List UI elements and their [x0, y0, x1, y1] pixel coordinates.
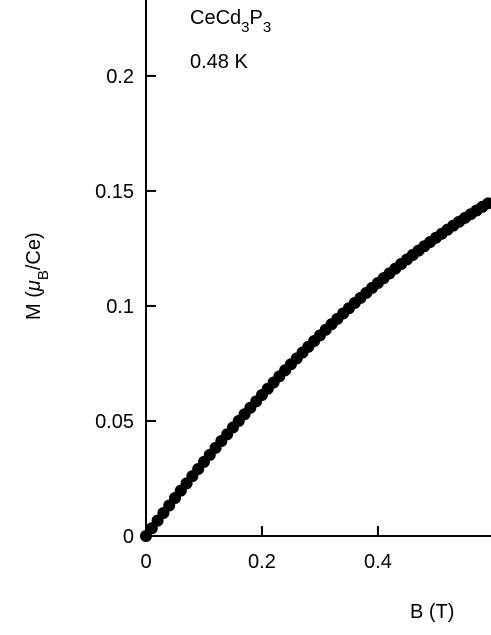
x-tick-label: 0	[140, 551, 151, 573]
ylabel-part: /Ce)	[23, 232, 45, 270]
x-tick-label: 0.2	[248, 551, 276, 573]
x-axis-label: B (T)	[410, 601, 454, 623]
y-tick-label: 0.15	[95, 181, 134, 203]
sample-part: CeCd	[190, 7, 241, 29]
y-tick-label: 0.1	[106, 296, 134, 318]
ylabel-part: μ	[23, 280, 45, 292]
data-point	[482, 197, 491, 210]
y-tick-label: 0	[123, 526, 134, 548]
ylabel-part: M (	[23, 291, 45, 320]
sample-part: 3	[241, 19, 249, 36]
sample-part: P	[249, 7, 262, 29]
temperature-label: 0.48 K	[190, 51, 248, 73]
ylabel-part: B	[35, 270, 52, 280]
y-axis-label: M (μB/Ce)	[23, 232, 52, 320]
y-tick-label: 0.2	[106, 66, 134, 88]
sample-label: CeCd3P3	[190, 7, 271, 36]
sample-part: 3	[263, 19, 271, 36]
y-tick-label: 0.05	[95, 411, 134, 433]
x-tick-label: 0.4	[364, 551, 392, 573]
